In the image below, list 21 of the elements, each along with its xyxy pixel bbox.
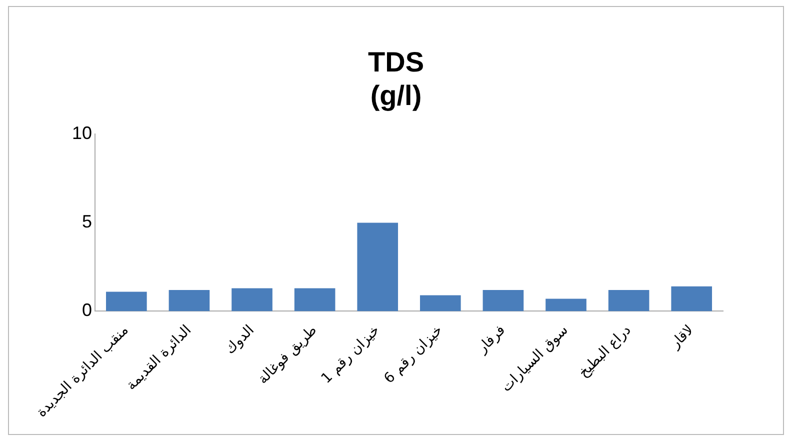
bar <box>357 222 398 312</box>
bar <box>106 292 147 312</box>
bar <box>546 298 586 312</box>
y-tick-label: 0 <box>82 300 92 320</box>
y-tick-label: 10 <box>72 123 92 144</box>
x-tick-label: خيزان رقم 1 <box>318 322 384 387</box>
x-tick-label: طريق فوغالة <box>255 322 320 388</box>
x-tick-label: دراع البطيخ <box>576 322 634 381</box>
chart-title: TDS (g/l) <box>368 46 424 112</box>
x-tick-label: الدوك <box>222 322 258 358</box>
y-tick-label: 5 <box>82 212 92 232</box>
x-tick-label: خيزان رقم 6 <box>381 322 446 387</box>
x-tick-label: فرفار <box>474 322 509 357</box>
bar <box>420 295 461 312</box>
bar <box>168 290 210 312</box>
bar <box>608 290 650 312</box>
x-tick-label: لاقار <box>666 322 698 352</box>
bar <box>482 290 524 312</box>
bar <box>294 288 336 312</box>
bar <box>671 286 712 312</box>
bar <box>232 288 272 312</box>
